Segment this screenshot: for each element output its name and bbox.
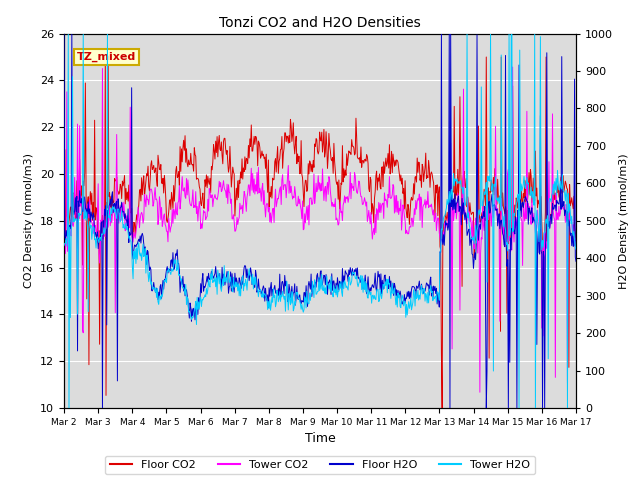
Y-axis label: H2O Density (mmol/m3): H2O Density (mmol/m3) [619, 153, 628, 288]
Y-axis label: CO2 Density (mmol/m3): CO2 Density (mmol/m3) [24, 153, 35, 288]
X-axis label: Time: Time [305, 432, 335, 445]
Legend: Floor CO2, Tower CO2, Floor H2O, Tower H2O: Floor CO2, Tower CO2, Floor H2O, Tower H… [105, 456, 535, 474]
Title: Tonzi CO2 and H2O Densities: Tonzi CO2 and H2O Densities [219, 16, 421, 30]
Text: TZ_mixed: TZ_mixed [77, 52, 136, 62]
